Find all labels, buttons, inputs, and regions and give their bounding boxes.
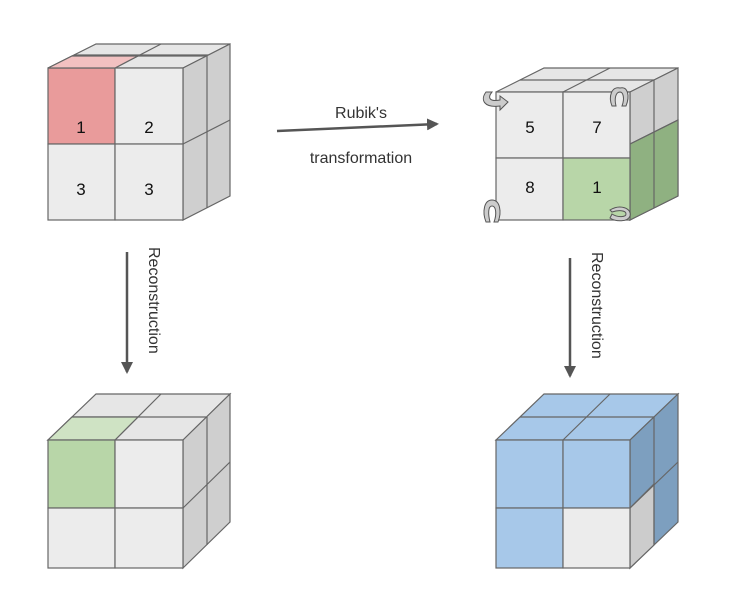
front-cell-2 bbox=[114, 439, 184, 509]
front-cell-4 bbox=[114, 507, 184, 569]
cube-original-value-4: 3 bbox=[144, 180, 153, 199]
label-transformation: transformation bbox=[310, 150, 412, 167]
front-cell-2 bbox=[562, 439, 631, 509]
rotate-arrow-icon bbox=[609, 87, 629, 107]
front-cell-3 bbox=[47, 507, 116, 569]
front-cell-3 bbox=[495, 507, 564, 569]
cube-original-value-2: 2 bbox=[144, 118, 153, 137]
front-cell-1 bbox=[47, 439, 116, 509]
front-cell-3 bbox=[495, 157, 564, 221]
cube-transformed bbox=[495, 67, 679, 221]
cube-reconstruction-right bbox=[494, 392, 680, 570]
front-cell-1 bbox=[495, 439, 564, 509]
rotate-arrow-icon bbox=[609, 206, 631, 222]
rotate-arrow-icon bbox=[483, 199, 501, 223]
cube-original-value-3: 3 bbox=[76, 180, 85, 199]
rotate-arrow-icon bbox=[482, 91, 509, 112]
cube-original bbox=[47, 43, 231, 221]
cube-transformed-value-3: 8 bbox=[525, 178, 534, 197]
cube-transformed-value-1: 5 bbox=[525, 118, 534, 137]
cube-original-value-1: 1 bbox=[76, 118, 85, 137]
front-cell-2 bbox=[114, 67, 184, 145]
arrow-rubik-transformation bbox=[276, 118, 439, 133]
label-rubiks: Rubik's bbox=[335, 105, 387, 122]
cube-transformed-value-2: 7 bbox=[592, 118, 601, 137]
cube-transformed-value-4: 1 bbox=[592, 178, 601, 197]
label-reconstruction-right: Reconstruction bbox=[588, 252, 605, 359]
front-cell-3 bbox=[47, 143, 116, 221]
front-cell-4 bbox=[562, 507, 631, 569]
label-reconstruction-left: Reconstruction bbox=[145, 247, 162, 354]
front-cell-4 bbox=[114, 143, 184, 221]
cube-reconstruction-left bbox=[46, 392, 232, 570]
